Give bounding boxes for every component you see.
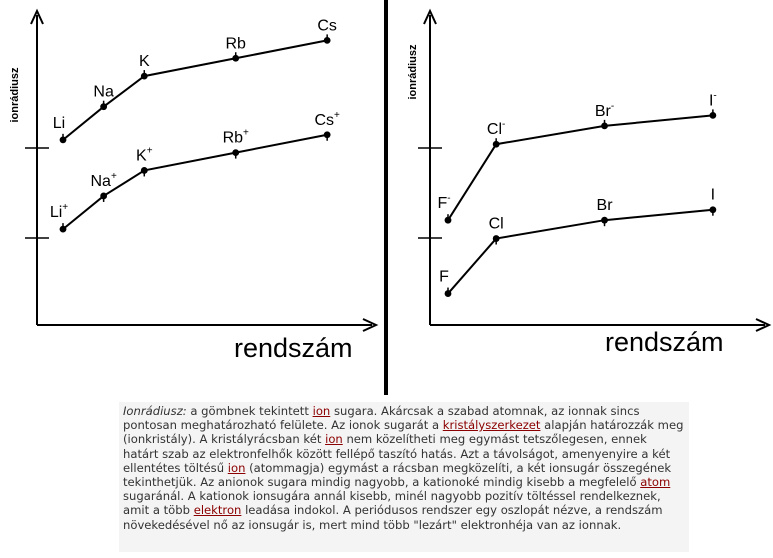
left-x-arrowhead — [362, 318, 379, 332]
point-label: Li — [53, 115, 65, 132]
data-point — [444, 216, 452, 224]
data-point — [709, 206, 717, 214]
caption-text-7: leadása indokol. A periódusos rendszer e… — [123, 503, 663, 532]
point-label: F — [439, 269, 449, 286]
left-panel: ionrádiusz rendszám Li Na K Rb Cs Li+ Na+ K+ Rb+… — [9, 8, 379, 363]
caption-text-5: (atommagja) egymást a rácsban megközelít… — [123, 460, 672, 490]
data-point — [140, 72, 148, 80]
right-panel: ionrádiusz rendszám F- Cl- Br- I- F Cl Br I — [407, 8, 772, 357]
point-label: Rb+ — [223, 128, 249, 147]
panel-separator — [384, 0, 388, 395]
point-label: I — [711, 187, 715, 204]
caption-panel: Ionrádiusz: a gömbnek tekintett ion suga… — [119, 402, 689, 552]
data-point — [601, 122, 608, 130]
data-point — [709, 112, 717, 119]
data-point — [323, 131, 331, 139]
point-label: Na — [93, 84, 114, 101]
point-label: Na+ — [90, 171, 116, 190]
data-point — [100, 103, 108, 111]
right-y-arrowhead — [423, 8, 437, 25]
link-atom[interactable]: atom — [640, 475, 671, 490]
link-elektron[interactable]: elektron — [193, 503, 242, 518]
point-label: F- — [437, 193, 450, 212]
right-y-axis-label: ionrádiusz — [407, 44, 419, 100]
caption-text-6: sugaránál. A kationok ionsugára annál ki… — [123, 489, 661, 518]
left-y-arrowhead — [30, 8, 44, 25]
right-x-axis-label: rendszám — [605, 327, 724, 357]
point-label: Cl — [489, 216, 504, 233]
left-x-axis-label: rendszám — [234, 333, 353, 363]
left-y-axis-label: ionrádiusz — [9, 67, 21, 123]
caption-text-1: a gömbnek tekintett — [186, 404, 313, 418]
left-plot-area: Li Na K Rb Cs Li+ Na+ K+ Rb+ Cs+ — [50, 17, 340, 233]
data-point — [323, 37, 331, 44]
link-ion-1[interactable]: ion — [312, 404, 331, 418]
point-label: Br- — [595, 101, 614, 120]
series-line — [447, 208, 713, 295]
point-label: Rb — [225, 35, 246, 52]
data-point — [100, 192, 108, 200]
caption-text-4: nem közelítheti meg egymást tetszőlegese… — [123, 432, 671, 475]
point-label: Li+ — [50, 202, 68, 221]
right-plot-area: F- Cl- Br- I- F Cl Br I — [437, 90, 717, 297]
link-ion-3[interactable]: ion — [227, 460, 246, 475]
link-kristalyszerkezet[interactable]: kristályszerkezet — [442, 418, 541, 433]
caption-text-2: sugara. Akárcsak a szabad atomnak, az io… — [123, 404, 640, 433]
data-point — [59, 136, 67, 144]
data-point — [232, 149, 240, 157]
data-point — [492, 235, 500, 242]
point-label: Cl- — [487, 119, 505, 138]
data-point — [140, 167, 148, 174]
data-point — [492, 140, 500, 148]
point-label: I- — [709, 90, 717, 109]
series-line — [447, 114, 713, 221]
data-point — [444, 290, 452, 297]
right-x-arrowhead — [755, 318, 772, 332]
point-label: K+ — [136, 145, 153, 164]
caption-term: Ionrádiusz: — [123, 404, 187, 418]
data-point — [232, 54, 240, 62]
data-point — [601, 216, 608, 224]
point-label: Cs — [317, 17, 337, 34]
point-label: Cs+ — [314, 110, 340, 129]
link-ion-2[interactable]: ion — [325, 432, 343, 447]
data-point — [59, 225, 67, 233]
point-label: Br — [597, 197, 614, 214]
point-label: K — [139, 53, 150, 70]
caption-text-3: alapján határozzák meg (ionkristály). A … — [123, 418, 684, 447]
